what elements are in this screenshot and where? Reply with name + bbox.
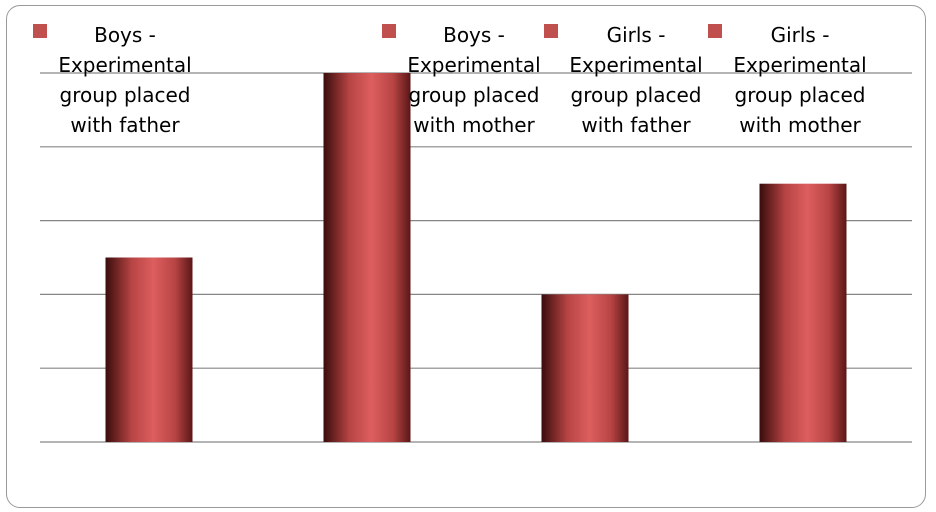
legend-line: group placed [570, 83, 702, 107]
legend-line: group placed [734, 83, 866, 107]
bar-4 [759, 183, 847, 442]
legend-line: Experimental [569, 53, 703, 77]
legend-line: Experimental [407, 53, 541, 77]
legend-line: with mother [739, 113, 861, 137]
legend-swatch [33, 24, 47, 38]
legend-swatch [544, 24, 558, 38]
legend-label: Girls - Experimental group placed with f… [546, 20, 726, 140]
bar-3 [541, 294, 629, 442]
legend-line: group placed [408, 83, 540, 107]
legend-line: Girls - [770, 23, 830, 47]
legend-swatch [708, 24, 722, 38]
legend-label: Girls - Experimental group placed with m… [710, 20, 890, 140]
legend-swatch [382, 24, 396, 38]
legend-label: Boys - Experimental group placed with mo… [384, 20, 564, 140]
legend-line: Girls - [606, 23, 666, 47]
legend-line: Experimental [58, 53, 192, 77]
legend-line: Boys - [94, 23, 156, 47]
legend-line: group placed [59, 83, 191, 107]
legend-label: Boys - Experimental group placed with fa… [35, 20, 215, 140]
legend-line: Boys - [443, 23, 505, 47]
bars [105, 73, 847, 442]
legend-line: with father [70, 113, 180, 137]
legend-line: with father [581, 113, 691, 137]
legend-line: with mother [413, 113, 535, 137]
bar-1 [105, 257, 193, 442]
legend-line: Experimental [733, 53, 867, 77]
bar-2 [323, 73, 411, 442]
